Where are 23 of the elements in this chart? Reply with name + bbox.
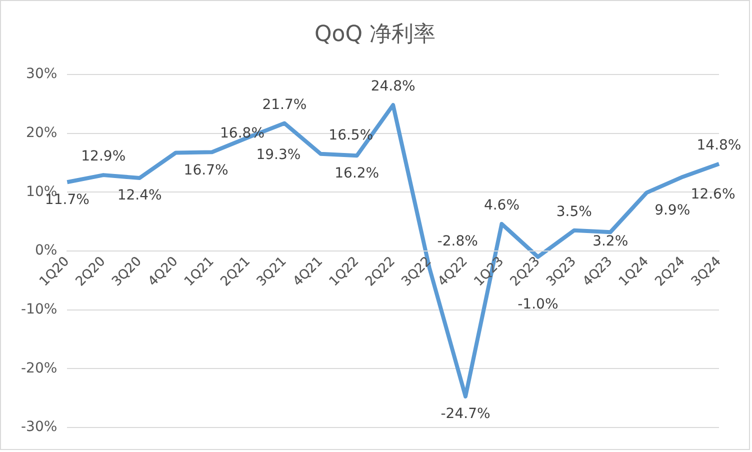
data-label: 16.2%: [334, 165, 380, 182]
data-label: 3.2%: [592, 234, 628, 250]
y-tick-label: -20%: [20, 360, 58, 376]
data-label: 4.6%: [484, 198, 520, 214]
data-label: 14.8%: [696, 138, 742, 154]
data-label: 12.6%: [690, 186, 736, 202]
data-label: 12.4%: [117, 188, 162, 204]
chart-title: QoQ 净利率: [313, 21, 437, 49]
y-tick-label: 0%: [34, 242, 58, 259]
y-tick-label: -10%: [20, 302, 58, 318]
data-label: 12.9%: [81, 148, 126, 165]
data-label: 16.7%: [184, 162, 228, 178]
data-label: 3.5%: [556, 204, 592, 220]
y-tick-label: 20%: [26, 124, 58, 141]
data-label: -2.8%: [437, 234, 478, 250]
y-tick-label: 30%: [26, 66, 58, 82]
data-label: 21.7%: [262, 96, 307, 113]
data-label: -1.0%: [518, 296, 558, 312]
data-label: 24.8%: [370, 78, 416, 95]
data-label: -24.7%: [440, 406, 490, 422]
y-tick-label: -30%: [20, 419, 58, 436]
data-label: 19.3%: [256, 147, 301, 164]
data-label: 9.9%: [654, 202, 690, 218]
